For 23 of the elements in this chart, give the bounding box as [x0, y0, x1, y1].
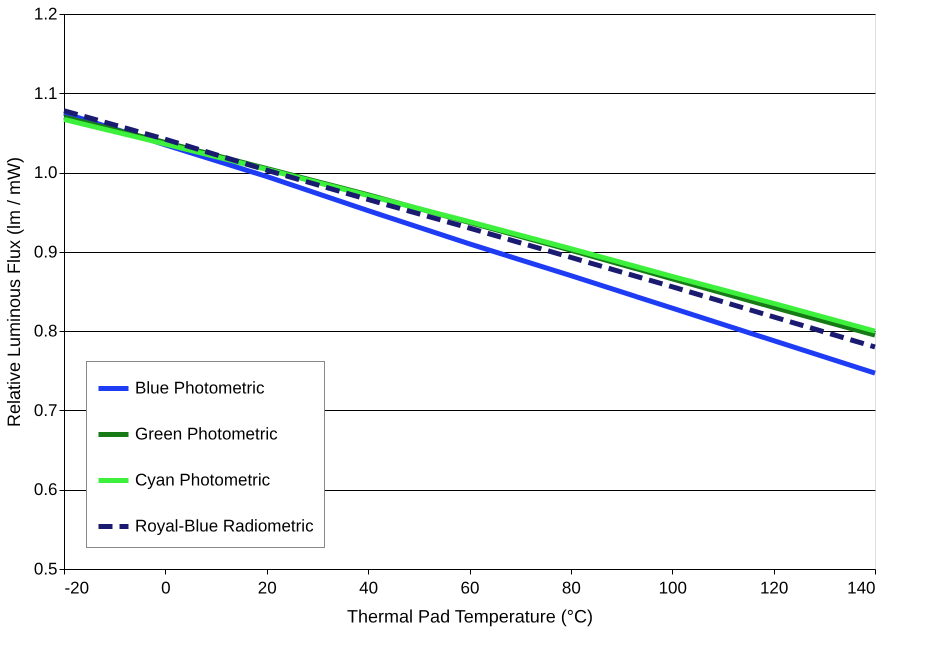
- y-tick-label: 0.6: [34, 480, 58, 500]
- y-tick-label: 0.5: [34, 560, 58, 578]
- y-tick-label: 0.9: [34, 242, 58, 262]
- y-tick-label: 1.1: [34, 84, 58, 103]
- x-tick-label: 80: [562, 578, 581, 598]
- x-tick-label: 100: [658, 578, 687, 598]
- y-axis-title: Relative Luminous Flux (lm / mW): [4, 156, 24, 428]
- x-tick-label: 20: [258, 578, 277, 598]
- y-tick-label: 1.0: [34, 163, 58, 182]
- y-tick-label: 0.8: [34, 322, 58, 341]
- y-tick-label: 1.2: [34, 4, 58, 24]
- x-tick-label: 120: [760, 578, 788, 598]
- legend-label: Blue Photometric: [135, 378, 265, 398]
- legend-label: Royal-Blue Radiometric: [135, 516, 314, 536]
- legend-label: Green Photometric: [135, 424, 278, 444]
- x-tick-label: -20: [64, 578, 90, 598]
- x-tick-label: 140: [847, 578, 876, 598]
- x-tick-label: 40: [359, 578, 378, 598]
- x-tick-label: 60: [460, 578, 480, 598]
- y-tick-label: 0.7: [34, 400, 58, 420]
- x-axis-title: Thermal Pad Temperature (°C): [347, 606, 593, 626]
- x-tick-label: 0: [161, 578, 171, 598]
- legend-label: Cyan Photometric: [135, 470, 271, 490]
